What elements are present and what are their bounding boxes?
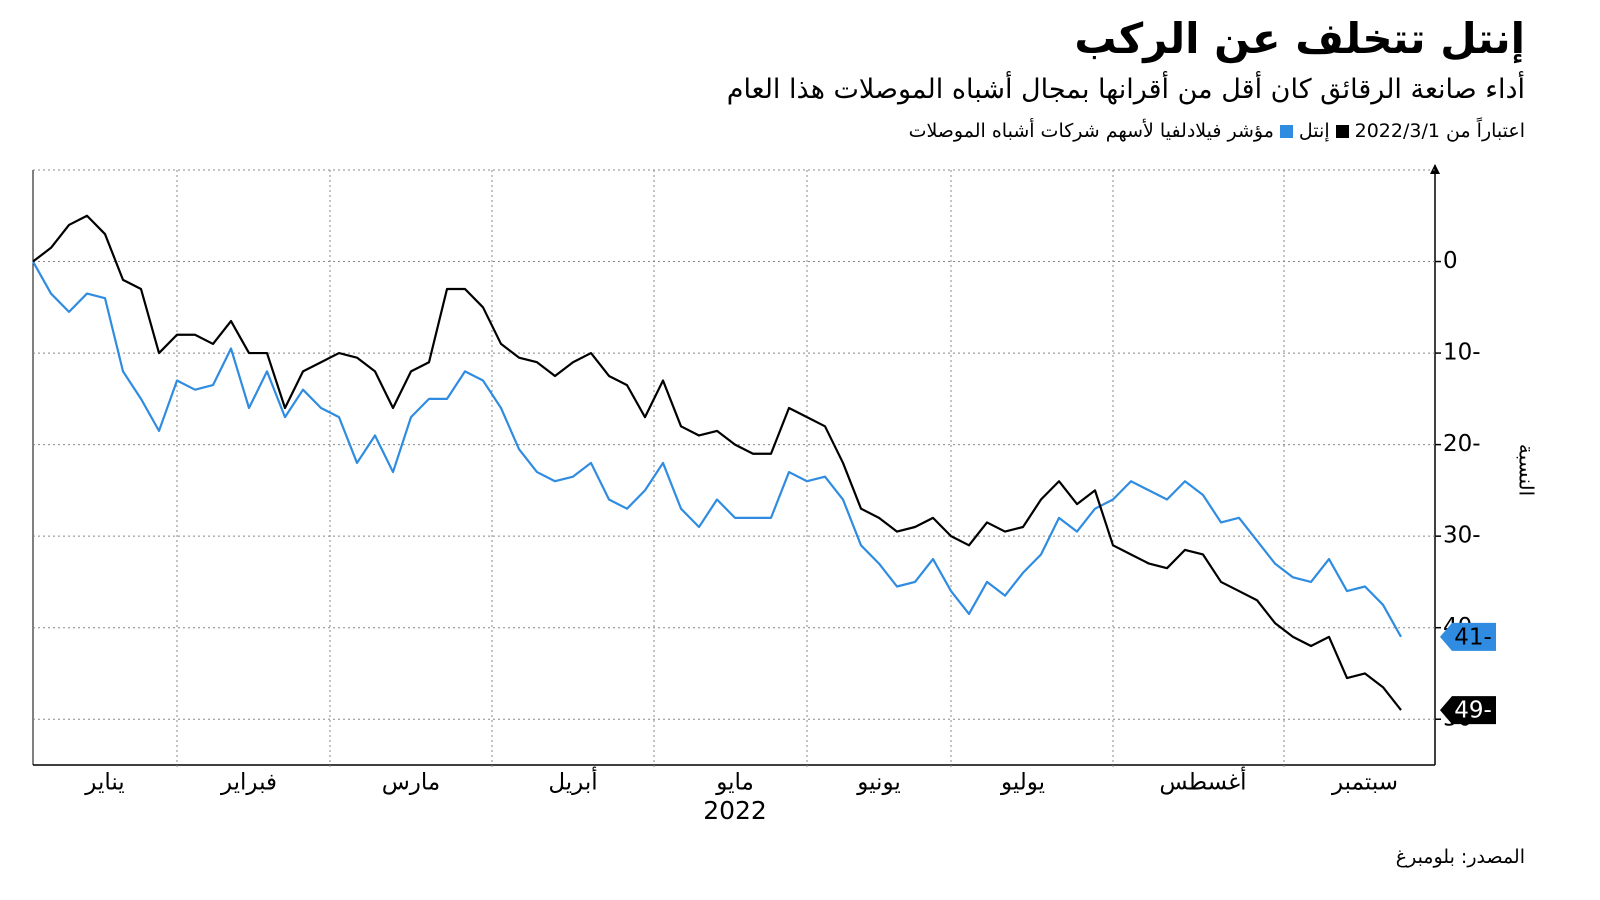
legend-entry: إنتل bbox=[1298, 120, 1330, 142]
x-tick-label: أغسطس bbox=[1159, 767, 1246, 796]
chart-subtitle: أداء صانعة الرقائق كان أقل من أقرانها بم… bbox=[726, 74, 1525, 105]
axis-arrow bbox=[1430, 164, 1440, 174]
y-tick-label: 30- bbox=[1443, 523, 1481, 549]
y-tick-label: 0 bbox=[1443, 248, 1458, 274]
y-tick-label: 10- bbox=[1443, 340, 1481, 366]
x-axis-title: 2022 bbox=[703, 796, 767, 825]
legend: اعتباراً من 2022/3/1 إنتل مؤشر فيلادلفيا… bbox=[909, 120, 1525, 142]
legend-entry: مؤشر فيلادلفيا لأسهم شركات أشباه الموصلا… bbox=[908, 120, 1274, 142]
x-tick-label: مارس bbox=[382, 770, 441, 796]
x-tick-label: سبتمبر bbox=[1331, 770, 1398, 796]
end-badge bbox=[1440, 622, 1496, 651]
legend-swatch bbox=[1335, 124, 1349, 138]
legend-swatch bbox=[1279, 124, 1293, 138]
x-tick-label: يناير bbox=[84, 770, 124, 796]
series-line bbox=[32, 214, 1402, 711]
legend-note: اعتباراً من 2022/3/1 bbox=[1354, 120, 1525, 142]
y-axis-title: النسبة bbox=[1515, 444, 1539, 496]
end-label: 49- bbox=[1454, 698, 1492, 724]
y-tick-label: 20- bbox=[1443, 431, 1481, 457]
chart-title: إنتل تتخلف عن الركب bbox=[1074, 14, 1525, 63]
x-tick-label: أبريل bbox=[548, 767, 597, 796]
x-tick-label: يونيو bbox=[856, 770, 901, 796]
series-line bbox=[32, 260, 1402, 638]
source: المصدر: بلومبرغ bbox=[1395, 846, 1525, 868]
x-tick-label: مايو bbox=[715, 770, 754, 796]
end-badge bbox=[1440, 696, 1496, 725]
x-tick-label: يوليو bbox=[1000, 770, 1045, 796]
end-label: 41- bbox=[1454, 624, 1492, 650]
x-tick-label: فبراير bbox=[220, 770, 277, 796]
